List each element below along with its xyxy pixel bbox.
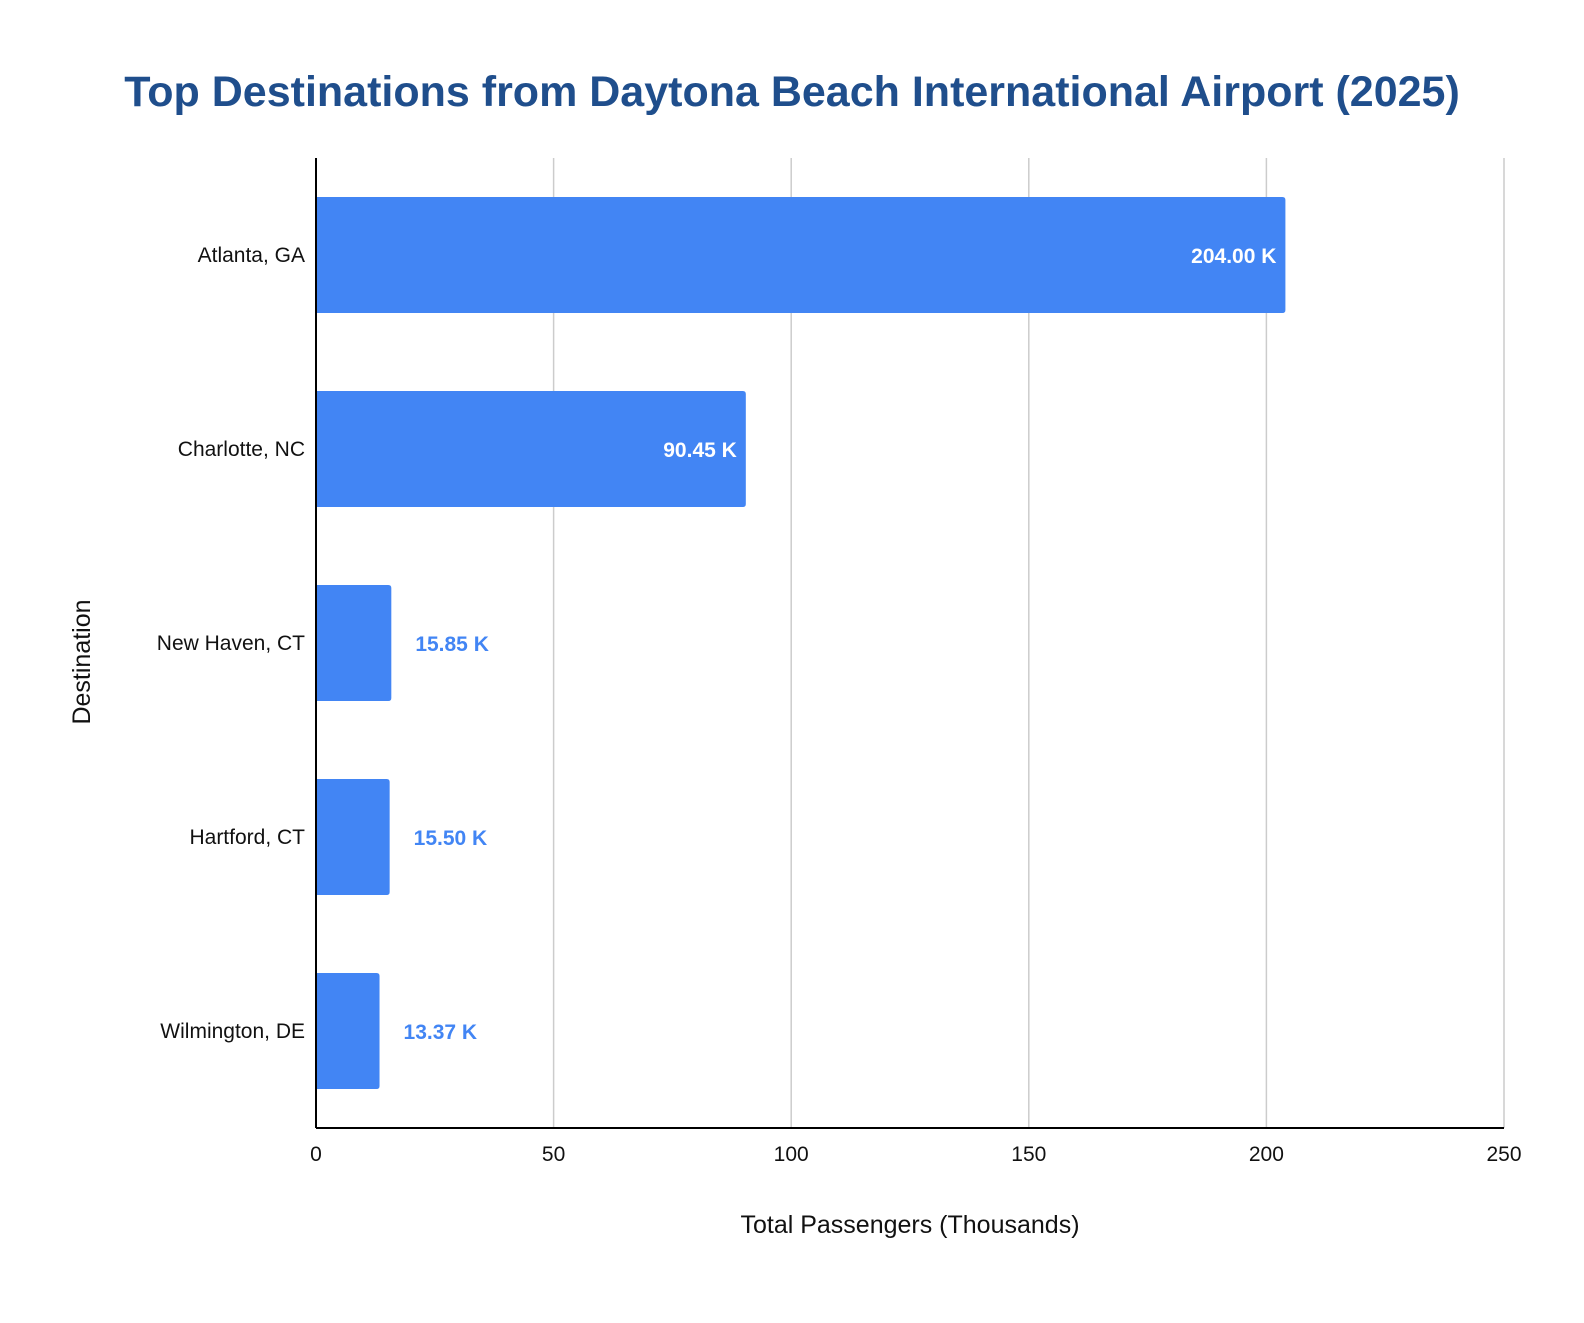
- chart-title: Top Destinations from Daytona Beach Inte…: [124, 68, 1460, 116]
- category-label: Hartford, CT: [189, 826, 305, 849]
- category-label: Atlanta, GA: [198, 244, 305, 267]
- bars: [316, 197, 1286, 1089]
- y-axis-categories: Atlanta, GA Charlotte, NC New Haven, CT Har…: [157, 244, 305, 1043]
- bar: [316, 197, 1286, 313]
- category-label: New Haven, CT: [157, 632, 305, 655]
- data-label: 90.45 K: [663, 439, 737, 462]
- x-tick-label: 50: [542, 1143, 565, 1166]
- x-tick-label: 200: [1249, 1143, 1284, 1166]
- bar: [316, 391, 746, 507]
- x-tick-label: 150: [1011, 1143, 1046, 1166]
- x-tick-label: 100: [774, 1143, 809, 1166]
- x-axis-ticks: 0 50 100 150 200 250: [310, 1143, 1521, 1166]
- bar: [316, 973, 380, 1089]
- data-labels: 204.00 K 90.45 K 15.85 K 15.50 K 13.37 K: [404, 245, 1277, 1044]
- y-axis-title: Destination: [68, 599, 96, 724]
- data-label: 15.50 K: [414, 827, 488, 850]
- data-label: 13.37 K: [404, 1021, 478, 1044]
- grid-lines: [552, 158, 1505, 1128]
- category-label: Wilmington, DE: [160, 1020, 305, 1043]
- bar: [316, 779, 390, 895]
- category-label: Charlotte, NC: [178, 438, 305, 461]
- axes: [315, 158, 1504, 1129]
- bar: [316, 585, 392, 701]
- data-label: 204.00 K: [1191, 245, 1276, 268]
- x-tick-label: 0: [310, 1143, 322, 1166]
- x-axis-title: Total Passengers (Thousands): [740, 1211, 1079, 1239]
- x-tick-label: 250: [1486, 1143, 1521, 1166]
- data-label: 15.85 K: [415, 633, 489, 656]
